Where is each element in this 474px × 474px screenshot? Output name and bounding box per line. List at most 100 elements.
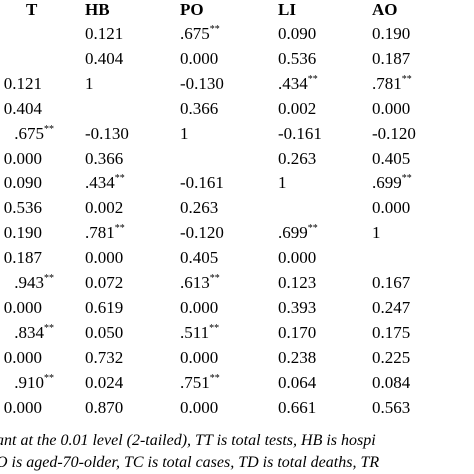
table-cell: .943** <box>14 273 54 293</box>
cell-value: .943 <box>14 273 44 292</box>
table-cell: -0.120 <box>372 123 416 143</box>
cell-value: .699 <box>372 173 402 193</box>
table-cell: -0.161 <box>278 123 322 143</box>
table-cell: 0.732 <box>85 347 124 367</box>
significance-mark: ** <box>401 73 412 85</box>
significance-mark: ** <box>44 372 54 384</box>
table-cell: -0.161 <box>180 173 224 193</box>
cell-value: .910 <box>14 372 44 392</box>
table-cell: 0.366 <box>180 98 219 118</box>
table-cell: -0.130 <box>85 123 129 143</box>
table-cell: 0.187 <box>3 248 42 268</box>
significance-mark: ** <box>114 223 125 235</box>
table-cell: 0.000 <box>3 148 42 168</box>
table-cell: 0.000 <box>372 98 411 118</box>
significance-mark: ** <box>209 273 220 284</box>
table-cell: 0.064 <box>278 372 317 392</box>
table-cell: 0.238 <box>278 347 317 367</box>
table-cell: 0.000 <box>85 248 124 268</box>
significance-mark: ** <box>401 173 412 185</box>
table-cell: 0.000 <box>180 347 219 367</box>
table-cell: 1 <box>372 223 381 243</box>
table-cell: .699** <box>278 223 318 243</box>
table-cell: 0.000 <box>372 198 411 218</box>
table-cell: 0.405 <box>180 248 219 268</box>
table-cell: .910** <box>14 373 54 393</box>
table-cell: 0.393 <box>278 297 317 317</box>
cell-value: .834 <box>14 322 44 342</box>
table-cell: 0.187 <box>372 48 411 68</box>
cell-value: .675 <box>14 123 44 143</box>
cell-value: .511 <box>180 322 210 342</box>
significance-mark: ** <box>209 24 220 35</box>
table-cell: 0.050 <box>85 322 124 342</box>
table-cell: 0.121 <box>3 73 42 93</box>
table-cell: 0.536 <box>278 48 317 68</box>
table-cell: .434** <box>85 173 125 193</box>
table-cell: 0.175 <box>372 322 411 342</box>
table-cell: 0.404 <box>85 48 124 68</box>
table-cell: 0.090 <box>278 24 317 43</box>
table-cell: .751** <box>180 373 220 393</box>
table-cell: 0.563 <box>372 397 411 417</box>
table-cell: -0.130 <box>180 73 224 93</box>
table-cell: .675** <box>180 24 220 44</box>
table-cell: 0.619 <box>85 297 124 317</box>
column-header: T <box>26 0 38 19</box>
table-cell: 1 <box>85 73 94 93</box>
table-cell: -0.120 <box>180 223 224 243</box>
table-cell: 0.263 <box>180 198 219 218</box>
table-cell: 1 <box>278 173 287 193</box>
table-cell: .834** <box>14 323 54 343</box>
significance-mark: ** <box>114 173 125 185</box>
column-header: AO <box>372 0 398 19</box>
table-cell: .613** <box>180 273 220 293</box>
footnote: O is aged-70-older, TC is total cases, T… <box>0 454 380 471</box>
table-cell: 0.000 <box>278 248 317 268</box>
table-cell: 0.167 <box>372 273 411 292</box>
table-cell: 0.000 <box>3 397 42 417</box>
cell-value: .434 <box>278 73 308 93</box>
cell-value: .613 <box>180 273 210 292</box>
significance-mark: ** <box>307 73 318 85</box>
table-cell: 0.190 <box>3 223 42 243</box>
table-cell: .781** <box>372 74 412 94</box>
table-cell: 0.536 <box>3 198 42 218</box>
table-cell: .699** <box>372 173 412 193</box>
table-cell: 0.170 <box>278 322 317 342</box>
cell-value: .675 <box>180 24 210 43</box>
cell-value: .699 <box>278 223 308 243</box>
table-cell: .781** <box>85 223 125 243</box>
cell-value: .781 <box>85 223 115 243</box>
footnote: ant at the 0.01 level (2-tailed), TT is … <box>0 432 376 449</box>
significance-mark: ** <box>44 273 54 284</box>
table-cell: 0.024 <box>85 372 124 392</box>
column-header: LI <box>278 0 296 19</box>
table-cell: 0.002 <box>85 198 124 218</box>
significance-mark: ** <box>209 372 220 384</box>
table-cell: 1 <box>180 123 189 143</box>
column-header: PO <box>180 0 204 19</box>
table-cell: 0.000 <box>180 48 219 68</box>
table-cell: 0.000 <box>3 347 42 367</box>
table-cell: 0.072 <box>85 273 124 292</box>
column-header: HB <box>85 0 110 19</box>
table-cell: 0.190 <box>372 24 411 43</box>
table-cell: 0.404 <box>3 98 42 118</box>
table-cell: 0.870 <box>85 397 124 417</box>
table-cell: 0.121 <box>85 24 124 43</box>
significance-mark: ** <box>209 322 220 334</box>
table-cell: 0.263 <box>278 148 317 168</box>
table-cell: 0.661 <box>278 397 317 417</box>
table-cell: 0.090 <box>3 173 42 193</box>
table-cell: 0.123 <box>278 273 317 292</box>
table-cell: .511** <box>180 323 219 343</box>
table-cell: .675** <box>14 124 54 144</box>
table-cell: 0.225 <box>372 347 411 367</box>
table-cell: 0.366 <box>85 148 124 168</box>
table-cell: .434** <box>278 74 318 94</box>
table-cell: 0.000 <box>180 297 219 317</box>
cell-value: .781 <box>372 73 402 93</box>
table-cell: 0.084 <box>372 372 411 392</box>
